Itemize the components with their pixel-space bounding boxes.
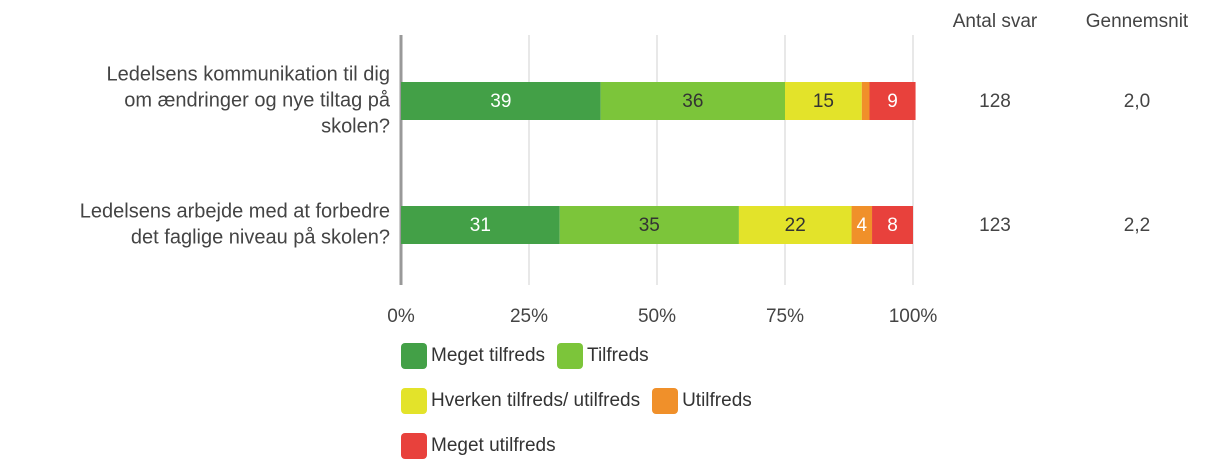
legend-item: Meget tilfreds [401, 342, 545, 369]
legend-label: Tilfreds [587, 344, 649, 366]
legend-label: Meget utilfreds [431, 434, 556, 456]
bar-segment [869, 82, 916, 120]
value-label: 9 [887, 91, 898, 112]
legend-swatch [401, 387, 427, 414]
category-label: skolen? [321, 115, 390, 137]
legend-label: Utilfreds [682, 389, 752, 411]
x-tick-label: 75% [766, 306, 804, 327]
column-header: Gennemsnit [1086, 11, 1189, 32]
category-label: det faglige niveau på skolen? [131, 226, 390, 248]
value-label: 22 [785, 215, 806, 236]
legend: Meget tilfreds Tilfreds Hverken tilfreds/ … [401, 342, 861, 459]
legend-swatch [652, 387, 679, 414]
legend-swatch [401, 342, 427, 369]
legend-item: Tilfreds [557, 342, 649, 369]
category-label: Ledelsens arbejde med at forbedre [80, 200, 390, 222]
bar-segment [785, 82, 862, 120]
bar-segment [401, 82, 601, 120]
column-header: Antal svar [953, 11, 1038, 32]
x-tick-label: 50% [638, 306, 676, 327]
legend-item: Meget utilfreds [401, 432, 556, 459]
bar-segment [600, 82, 785, 120]
value-label: 31 [470, 215, 491, 236]
column-value: 2,0 [1124, 91, 1150, 112]
value-label: 8 [887, 215, 898, 236]
legend-swatch [557, 342, 584, 369]
category-label: om ændringer og nye tiltag på [124, 89, 391, 111]
value-label: 36 [682, 91, 703, 112]
legend-label: Meget tilfreds [431, 344, 546, 366]
x-tick-label: 100% [889, 306, 938, 327]
column-value: 128 [979, 91, 1011, 112]
bar-segment [559, 206, 739, 244]
legend-item: Utilfreds [652, 387, 752, 414]
bar-segment [851, 206, 873, 244]
bar-segment [738, 206, 852, 244]
value-label: 15 [813, 91, 834, 112]
bar-segment [861, 82, 870, 120]
x-tick-label: 25% [510, 306, 548, 327]
legend-item: Hverken tilfreds/ utilfreds [401, 387, 640, 414]
legend-swatch [401, 432, 427, 459]
value-label: 39 [490, 91, 511, 112]
legend-label: Hverken tilfreds/ utilfreds [431, 389, 641, 411]
value-label: 4 [857, 215, 868, 236]
column-value: 2,2 [1124, 215, 1150, 236]
column-value: 123 [979, 215, 1011, 236]
category-label: Ledelsens kommunikation til dig [107, 63, 391, 85]
x-tick-label: 0% [387, 306, 415, 327]
bar-segment [872, 206, 913, 244]
value-label: 35 [639, 215, 660, 236]
bar-segment [401, 206, 560, 244]
